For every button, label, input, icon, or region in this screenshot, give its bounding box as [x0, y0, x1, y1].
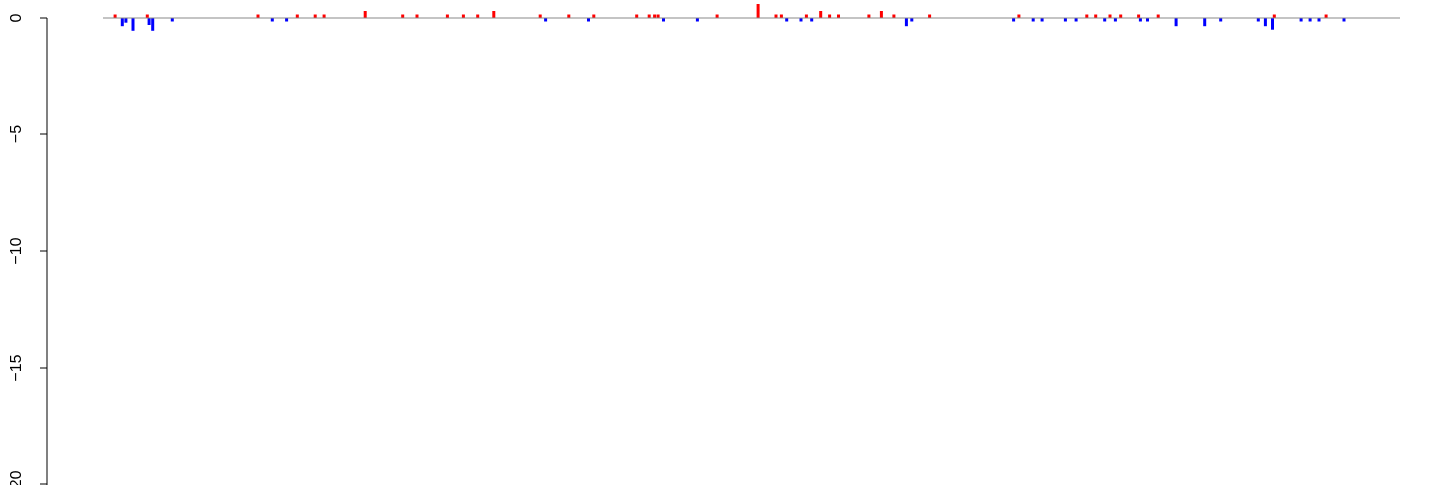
- bar: [476, 14, 480, 18]
- bar: [1342, 18, 1346, 22]
- bar: [656, 14, 660, 18]
- bar: [285, 18, 289, 22]
- bar: [828, 14, 832, 18]
- bar: [1263, 18, 1267, 27]
- bar: [810, 18, 814, 22]
- bar: [1031, 18, 1035, 22]
- bar: [567, 14, 571, 18]
- bar: [147, 18, 151, 25]
- bar: [401, 14, 405, 18]
- bar: [1203, 18, 1207, 27]
- bar: [904, 18, 908, 27]
- bar: [1137, 14, 1141, 18]
- bar: [131, 18, 135, 31]
- bar: [313, 14, 317, 18]
- bar: [1299, 18, 1303, 22]
- y-tick-label: −15: [8, 354, 25, 381]
- bar: [653, 14, 657, 18]
- bar: [270, 18, 274, 22]
- bar: [756, 4, 760, 18]
- bar: [879, 11, 883, 18]
- y-tick-1: −5: [8, 125, 47, 143]
- bar: [1074, 18, 1078, 22]
- bar: [256, 14, 260, 18]
- bar: [804, 14, 808, 18]
- bar: [1324, 14, 1328, 18]
- bar: [124, 18, 128, 23]
- bar: [1040, 18, 1044, 22]
- bar: [1272, 14, 1276, 18]
- bar: [113, 14, 117, 18]
- bar: [322, 14, 326, 18]
- bar: [785, 18, 789, 22]
- bar: [1317, 18, 1321, 22]
- bar: [715, 14, 719, 18]
- y-tick-3: −15: [8, 354, 47, 382]
- bar: [928, 14, 932, 18]
- bar: [1219, 18, 1223, 22]
- y-tick-label: 0: [8, 13, 25, 22]
- bar: [445, 14, 449, 18]
- bar: [538, 14, 542, 18]
- bar: [892, 14, 896, 18]
- bar: [695, 18, 699, 22]
- y-tick-4: −20: [8, 470, 47, 485]
- bar: [592, 14, 596, 18]
- bar: [910, 18, 914, 22]
- bar: [1113, 18, 1117, 22]
- bar: [587, 18, 590, 22]
- bar: [1174, 18, 1178, 27]
- bar: [1138, 18, 1142, 22]
- y-tick-label: −10: [8, 237, 25, 264]
- bar: [867, 14, 871, 18]
- bar: [461, 14, 465, 18]
- bar: [363, 11, 367, 18]
- bar: [295, 14, 299, 18]
- bar: [774, 14, 778, 18]
- bar: [1085, 14, 1089, 18]
- bar: [1094, 14, 1098, 18]
- y-tick-0: 0: [8, 13, 47, 22]
- bar: [647, 14, 651, 18]
- bar: [1103, 18, 1107, 22]
- bar: [415, 14, 419, 18]
- bar: [120, 18, 124, 27]
- bar: [151, 18, 155, 31]
- bars-group: [113, 4, 1346, 31]
- bar: [799, 18, 803, 22]
- bar: [819, 11, 823, 18]
- bar: [1063, 18, 1067, 22]
- bar: [1146, 18, 1149, 22]
- bar: [1017, 14, 1021, 18]
- bar: [837, 14, 840, 18]
- bar: [170, 18, 174, 22]
- bar: [779, 14, 783, 18]
- bar: [1308, 18, 1312, 22]
- bar: [544, 18, 548, 22]
- bar: [1119, 14, 1123, 18]
- y-tick-label: −20: [8, 470, 25, 485]
- bar: [145, 14, 149, 18]
- bar: [1108, 14, 1112, 18]
- bar: [492, 11, 496, 18]
- y-tick-label: −5: [8, 125, 25, 143]
- bar: [1256, 18, 1260, 22]
- bar: [1271, 18, 1274, 30]
- bar: [1156, 14, 1160, 18]
- y-tick-2: −10: [8, 237, 47, 265]
- bar: [1012, 18, 1016, 22]
- bar: [635, 14, 639, 18]
- bar: [662, 18, 665, 22]
